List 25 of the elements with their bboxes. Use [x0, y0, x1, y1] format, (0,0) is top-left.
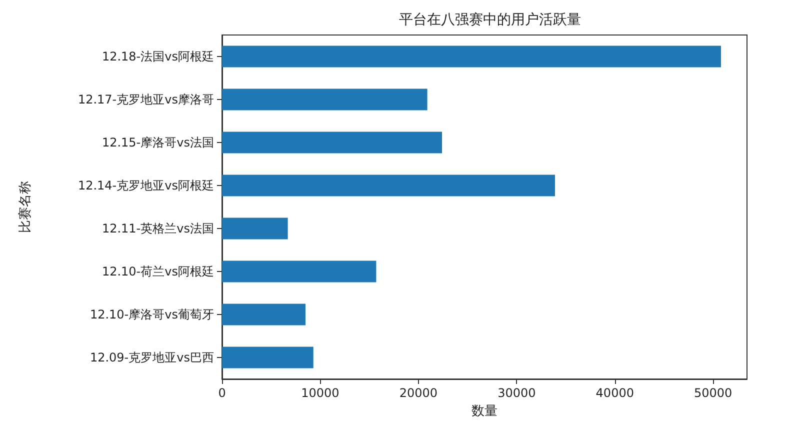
x-tick-label: 10000	[301, 386, 340, 400]
y-axis-title: 比赛名称	[17, 181, 33, 233]
bar	[222, 346, 314, 368]
y-tick-label: 12.15-摩洛哥vs法国	[102, 136, 214, 150]
bar	[222, 304, 306, 326]
y-tick-label: 12.09-克罗地亚vs巴西	[90, 350, 214, 364]
bar	[222, 260, 376, 282]
bar	[222, 46, 721, 68]
y-tick-label: 12.14-克罗地亚vs阿根廷	[78, 178, 214, 192]
y-tick-label: 12.10-荷兰vs阿根廷	[102, 264, 214, 278]
x-axis-title: 数量	[472, 404, 498, 419]
y-tick-label: 12.17-克罗地亚vs摩洛哥	[78, 92, 214, 106]
y-tick-label: 12.11-英格兰vs法国	[102, 222, 214, 236]
x-tick-label: 50000	[694, 386, 732, 400]
bar	[222, 174, 555, 196]
y-tick-label: 12.18-法国vs阿根廷	[102, 50, 214, 64]
x-tick-label: 20000	[399, 386, 438, 400]
bar	[222, 132, 442, 154]
x-tick-label: 40000	[596, 386, 634, 400]
x-tick-label: 0	[218, 386, 226, 400]
bar	[222, 218, 288, 240]
x-tick-label: 30000	[498, 386, 536, 400]
bar	[222, 88, 428, 110]
chart-title: 平台在八强赛中的用户活跃量	[399, 12, 581, 28]
y-tick-label: 12.10-摩洛哥vs葡萄牙	[90, 308, 214, 322]
